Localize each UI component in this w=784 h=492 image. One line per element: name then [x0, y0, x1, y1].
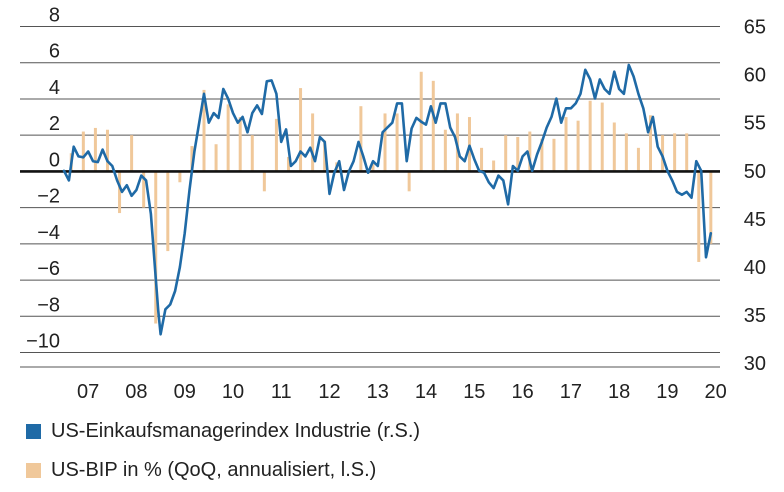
left-tick-label: 8 [49, 5, 60, 27]
left-axis-ticks: 8 6 4 2 0 −2 −4 −6 −8 −10 [26, 5, 60, 353]
gdp-bars [69, 71, 713, 324]
x-tick-label: 17 [560, 381, 582, 403]
gdp-bar [130, 135, 134, 172]
x-tick-label: 10 [222, 381, 244, 403]
gdp-bar [516, 136, 520, 172]
gdp-bar [564, 117, 568, 172]
legend-label-pmi: US-Einkaufsmanagerindex Industrie (r.S.) [51, 420, 421, 442]
gdp-bar [661, 135, 665, 172]
gdp-bar [190, 146, 194, 172]
gdp-bar [214, 144, 218, 172]
gridlines [20, 26, 720, 368]
right-tick-label: 50 [744, 161, 766, 183]
gdp-bar [383, 113, 387, 172]
gdp-bar [118, 171, 122, 214]
gdp-bar [311, 113, 315, 172]
gdp-bar [274, 118, 278, 172]
gdp-bar [685, 133, 689, 172]
gdp-bar [202, 89, 206, 172]
gdp-bar [467, 117, 471, 172]
gdp-bar [540, 138, 544, 172]
gdp-swatch [26, 463, 41, 478]
gdp-bar [443, 129, 447, 172]
right-tick-label: 30 [744, 353, 766, 375]
gdp-bar [600, 102, 604, 172]
gdp-bar [697, 171, 701, 262]
gdp-bar [154, 171, 158, 324]
gdp-bar [492, 160, 496, 172]
gdp-bar [552, 138, 556, 172]
x-tick-label: 20 [705, 381, 727, 403]
gdp-bar [238, 117, 242, 172]
gdp-bar [359, 106, 363, 172]
pmi-line [62, 63, 713, 336]
left-tick-label: −4 [37, 222, 60, 244]
x-tick-label: 12 [318, 381, 340, 403]
legend-label-gdp: US-BIP in % (QoQ, annualisiert, l.S.) [51, 459, 377, 481]
gdp-bar [431, 80, 435, 172]
gdp-bar [105, 129, 109, 172]
x-tick-label: 11 [271, 381, 292, 403]
gdp-bar [612, 122, 616, 172]
right-tick-label: 65 [744, 17, 766, 39]
x-tick-label: 16 [511, 381, 533, 403]
gdp-bar [371, 162, 375, 172]
left-tick-label: 4 [49, 77, 60, 99]
x-tick-label: 09 [174, 381, 196, 403]
x-tick-label: 08 [125, 381, 147, 403]
gdp-bar [81, 131, 85, 172]
x-axis-ticks: 07 08 09 10 11 12 13 14 15 16 17 18 19 20 [77, 381, 727, 403]
left-tick-label: −10 [26, 331, 60, 353]
right-tick-label: 55 [744, 113, 766, 135]
gdp-bar [648, 115, 652, 172]
gdp-bar [178, 171, 182, 183]
gdp-bar [636, 147, 640, 172]
left-tick-label: −6 [37, 258, 60, 280]
x-tick-label: 19 [656, 381, 678, 403]
gdp-bar [323, 140, 327, 172]
gdp-bar [286, 156, 290, 172]
right-tick-label: 35 [744, 305, 766, 327]
right-tick-label: 45 [744, 209, 766, 231]
gdp-bar [226, 104, 230, 172]
x-tick-label: 07 [77, 381, 99, 403]
gdp-bar [673, 133, 677, 172]
left-tick-label: −2 [37, 186, 60, 208]
left-tick-label: −8 [37, 294, 60, 316]
gdp-bar [299, 88, 303, 172]
gdp-bar [528, 131, 532, 172]
left-tick-label: 6 [49, 41, 60, 63]
gdp-bar [480, 147, 484, 172]
gdp-bar [250, 135, 254, 172]
gdp-bar [166, 171, 170, 252]
pmi-series-line [62, 63, 713, 336]
legend-item-gdp: US-BIP in % (QoQ, annualisiert, l.S.) [26, 459, 376, 482]
gdp-bar [576, 120, 580, 172]
gdp-bar [93, 127, 97, 172]
gdp-bar [142, 171, 146, 208]
x-tick-label: 18 [608, 381, 630, 403]
x-tick-label: 13 [367, 381, 389, 403]
gdp-bar [709, 171, 713, 244]
gdp-bar [588, 100, 592, 172]
gdp-bar [262, 171, 266, 192]
gdp-bar [504, 135, 508, 172]
legend-item-pmi: US-Einkaufsmanagerindex Industrie (r.S.) [26, 420, 420, 443]
right-tick-label: 40 [744, 257, 766, 279]
gdp-bar [395, 113, 399, 172]
gdp-bar [624, 133, 628, 172]
pmi-swatch [26, 424, 41, 439]
x-tick-label: 14 [415, 381, 437, 403]
right-axis-ticks: 65 60 55 50 45 40 35 30 [744, 17, 766, 376]
left-tick-label: 2 [49, 113, 60, 135]
left-tick-label: 0 [49, 149, 60, 171]
x-tick-label: 15 [463, 381, 485, 403]
gdp-bar [407, 171, 411, 192]
right-tick-label: 60 [744, 65, 766, 87]
